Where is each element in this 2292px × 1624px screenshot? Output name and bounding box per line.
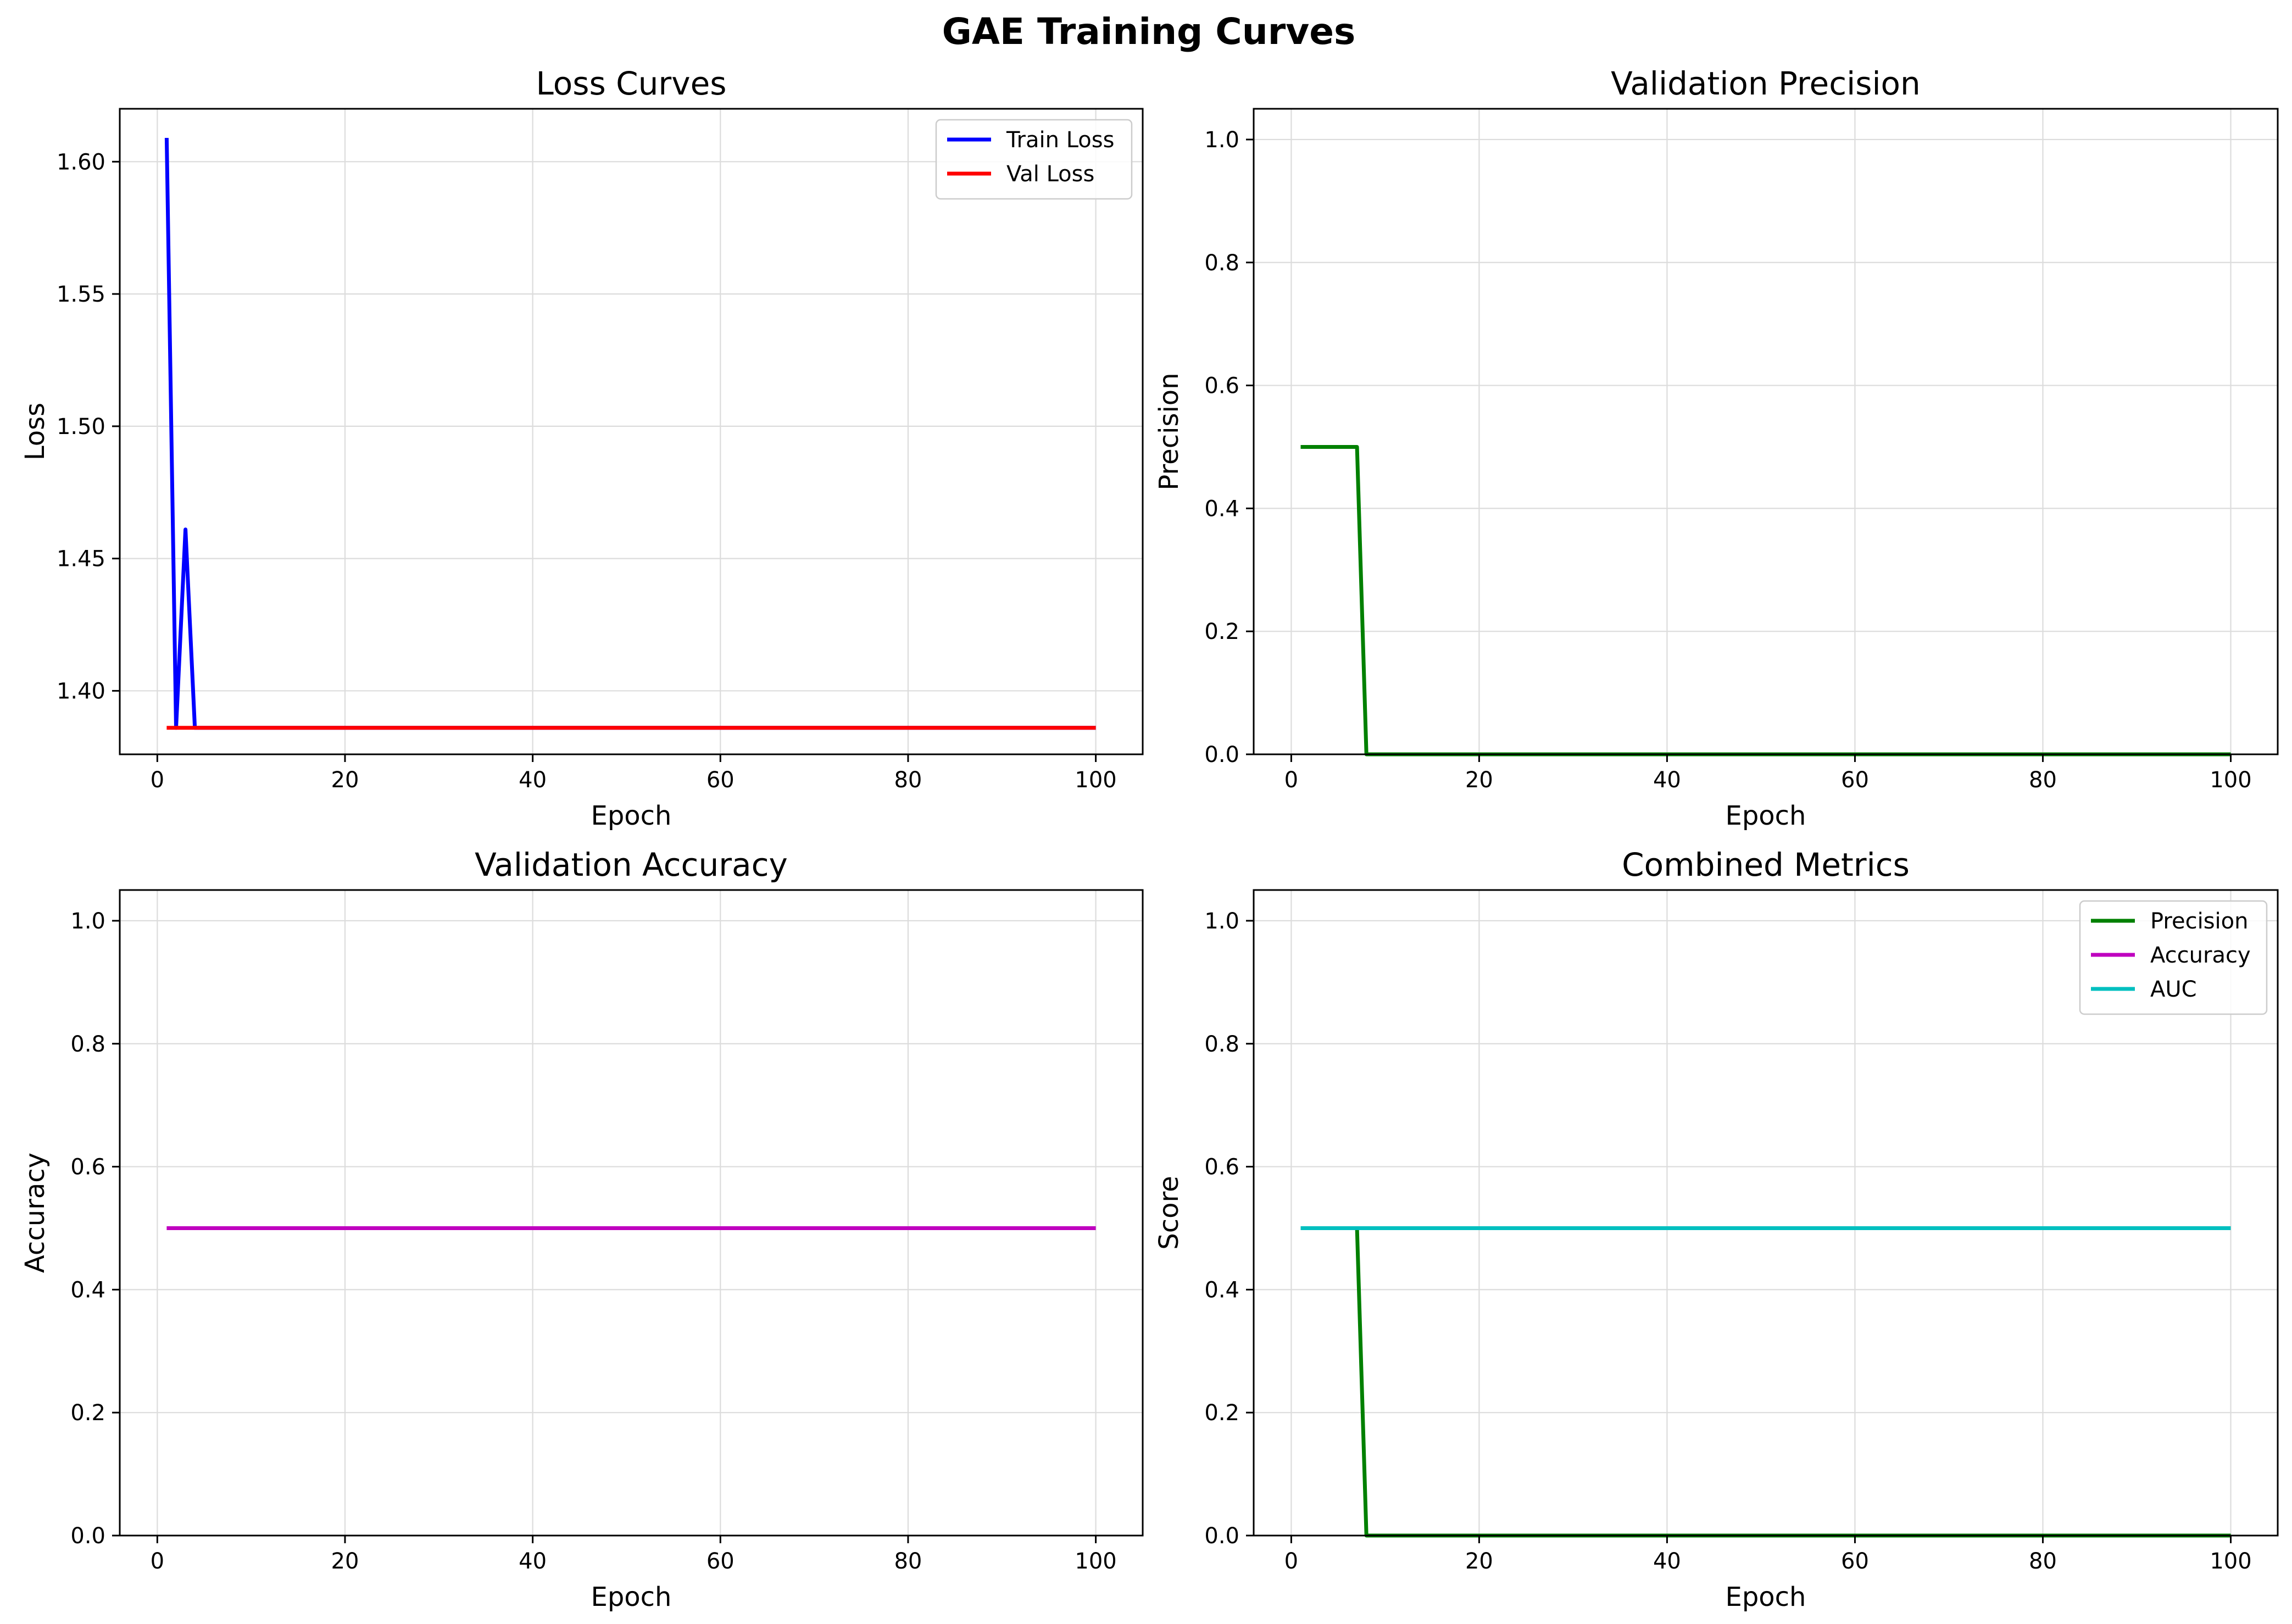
- panel-title: Validation Precision: [1611, 65, 1921, 102]
- y-tick-label: 1.55: [57, 282, 105, 307]
- y-tick-label: 0.2: [1204, 619, 1239, 644]
- x-tick-label: 80: [2029, 767, 2057, 793]
- y-tick-label: 1.0: [70, 909, 105, 934]
- y-tick-label: 0.0: [1204, 1523, 1239, 1549]
- y-tick-label: 1.50: [57, 414, 105, 440]
- panel-title: Combined Metrics: [1622, 846, 1910, 883]
- axes-frame: [119, 889, 1144, 1537]
- x-tick-label: 100: [1075, 767, 1116, 793]
- chart-panel-4: 0 20 40 60 80 100 0.0 0.2 0.4 0.6 0.8 1.0 Combined M…: [1154, 846, 2279, 1612]
- chart-panel-3: 0 20 40 60 80 100 0.0 0.2 0.4 0.6 0.8 1.0 Validation…: [20, 846, 1144, 1612]
- y-tick-label: 0.8: [1204, 251, 1239, 276]
- y-tick-label: 0.0: [70, 1523, 105, 1549]
- y-axis-label: Precision: [1154, 372, 1184, 490]
- x-tick-label: 20: [331, 1549, 359, 1574]
- x-tick-label: 20: [331, 767, 359, 793]
- x-tick-label: 40: [1653, 1549, 1681, 1574]
- y-tick-label: 0.4: [1204, 496, 1239, 521]
- legend-label: Train Loss: [1006, 127, 1114, 153]
- x-tick-label: 80: [894, 767, 922, 793]
- y-tick-label: 0.0: [1204, 742, 1239, 767]
- x-tick-label: 20: [1465, 1549, 1493, 1574]
- y-tick-label: 0.4: [70, 1277, 105, 1303]
- y-axis-label: Score: [1154, 1176, 1184, 1249]
- axes-frame: [119, 108, 1144, 755]
- y-tick-label: 0.2: [70, 1400, 105, 1426]
- legend-label: AUC: [2150, 977, 2197, 1002]
- legend: Precision Accuracy AUC: [2079, 900, 2268, 1015]
- y-axis-label: Accuracy: [20, 1153, 51, 1273]
- y-tick-label: 0.6: [1204, 1155, 1239, 1180]
- x-tick-label: 80: [894, 1549, 922, 1574]
- y-tick-label: 0.8: [70, 1032, 105, 1057]
- panel-title: Validation Accuracy: [475, 846, 788, 883]
- x-tick-label: 60: [1841, 1549, 1869, 1574]
- x-axis-label: Epoch: [1726, 1582, 1806, 1612]
- x-tick-label: 60: [706, 767, 735, 793]
- axes-frame: [1253, 889, 2279, 1537]
- x-tick-label: 100: [1075, 1549, 1116, 1574]
- x-tick-label: 0: [1284, 1549, 1298, 1574]
- legend-label: Accuracy: [2150, 943, 2251, 968]
- x-tick-label: 0: [151, 767, 164, 793]
- x-tick-label: 0: [1284, 767, 1298, 793]
- y-tick-label: 0.4: [1204, 1277, 1239, 1303]
- y-tick-label: 1.60: [57, 149, 105, 175]
- y-tick-label: 0.6: [1204, 374, 1239, 399]
- y-axis-label: Loss: [20, 403, 51, 460]
- chart-panel-2: 0 20 40 60 80 100 0.0 0.2 0.4 0.6 0.8 1.0 Validation…: [1154, 65, 2279, 831]
- x-tick-label: 80: [2029, 1549, 2057, 1574]
- y-tick-label: 1.0: [1204, 909, 1239, 934]
- x-tick-label: 40: [519, 767, 547, 793]
- y-tick-label: 1.0: [1204, 127, 1239, 153]
- figure-title: GAE Training Curves: [942, 10, 1356, 53]
- x-tick-label: 40: [519, 1549, 547, 1574]
- legend-label: Val Loss: [1006, 162, 1094, 187]
- panel-title: Loss Curves: [536, 65, 727, 102]
- x-tick-label: 100: [2210, 767, 2251, 793]
- chart-panel-1: 0 20 40 60 80 100 1.40 1.45 1.50 1.55 1.60 Loss Cur…: [20, 65, 1144, 831]
- x-tick-label: 0: [151, 1549, 164, 1574]
- y-tick-label: 1.45: [57, 547, 105, 572]
- y-tick-label: 0.6: [70, 1155, 105, 1180]
- panels: 0 20 40 60 80 100 1.40 1.45 1.50 1.55 1.60 Loss Cur…: [20, 65, 2279, 1612]
- x-tick-label: 40: [1653, 767, 1681, 793]
- legend: Train Loss Val Loss: [935, 119, 1133, 200]
- x-axis-label: Epoch: [1726, 800, 1806, 831]
- x-tick-label: 100: [2210, 1549, 2251, 1574]
- x-tick-label: 60: [1841, 767, 1869, 793]
- x-axis-label: Epoch: [591, 1582, 672, 1612]
- y-tick-label: 0.8: [1204, 1032, 1239, 1057]
- legend-label: Precision: [2150, 909, 2248, 934]
- axes-frame: [1253, 108, 2279, 755]
- x-tick-label: 60: [706, 1549, 735, 1574]
- y-tick-label: 1.40: [57, 678, 105, 704]
- y-tick-label: 0.2: [1204, 1400, 1239, 1426]
- legend-box: [2079, 900, 2268, 1015]
- x-axis-label: Epoch: [591, 800, 672, 831]
- x-tick-label: 20: [1465, 767, 1493, 793]
